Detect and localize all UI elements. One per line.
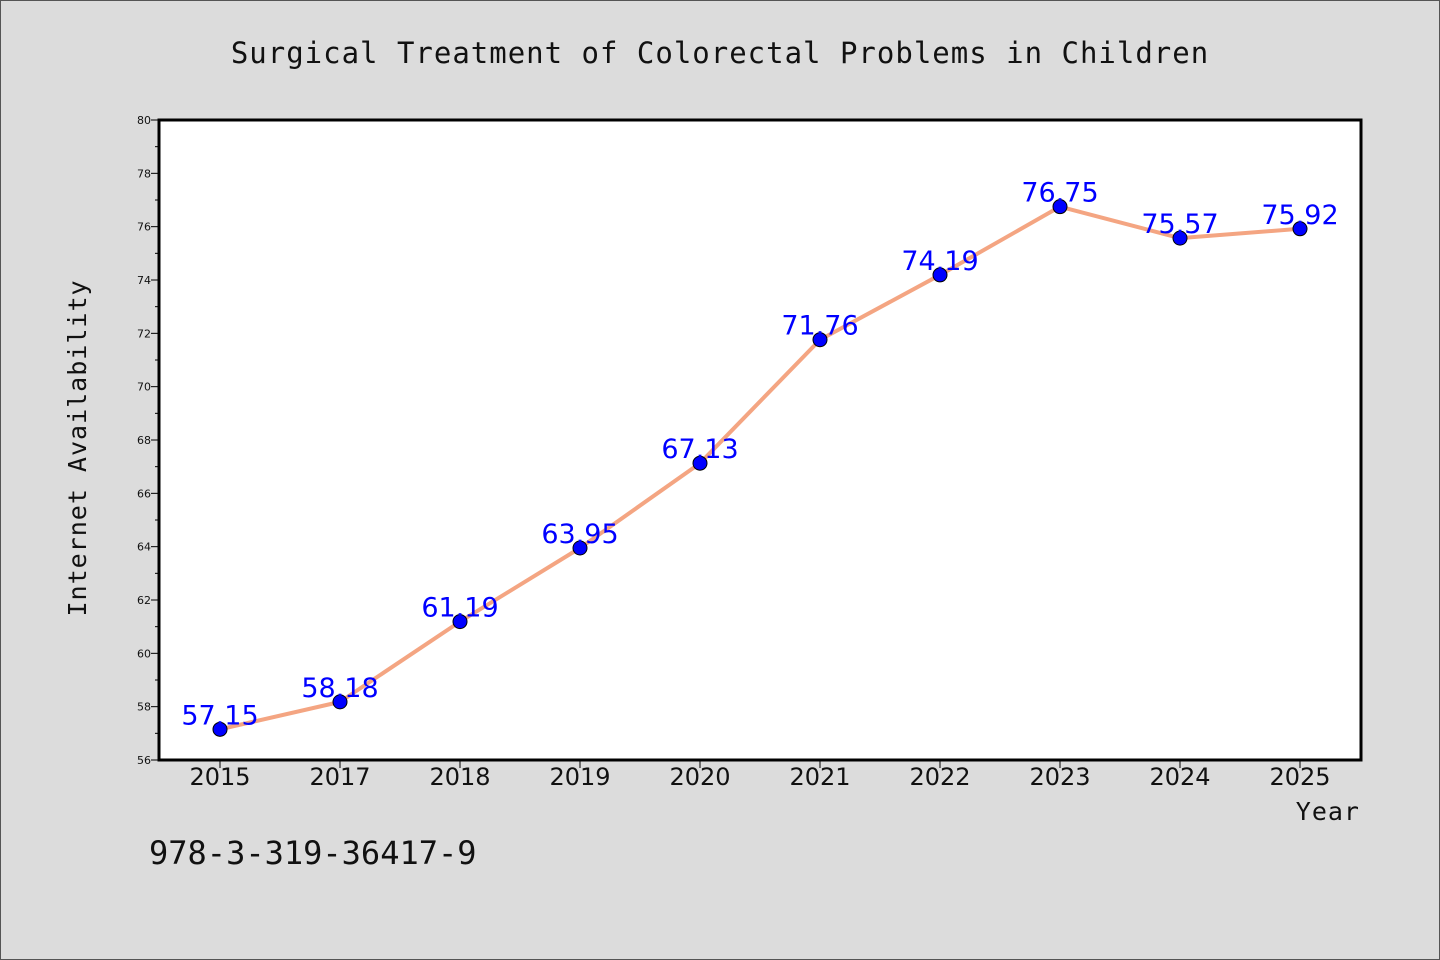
data-labels-layer: 57.15 58.18 61.19 63.95 67.13 71.76 74.19 76.75…	[181, 178, 1338, 732]
data-point-marker	[332, 694, 348, 710]
y-tick-label: 64	[137, 541, 151, 554]
x-tick-label: 2019	[549, 763, 610, 791]
data-label: 63.95	[541, 519, 618, 550]
y-tick-label: 72	[137, 327, 151, 340]
y-tick-label: 74	[137, 274, 151, 287]
data-label: 58.18	[301, 673, 378, 704]
axis-ticks: 56 58 60 62 64 66 68 70 72 74 76 78 80 2015 2017 2018 20…	[137, 114, 1331, 791]
data-point-marker	[1172, 230, 1188, 246]
y-tick-label: 70	[137, 381, 151, 394]
y-tick-label: 78	[137, 167, 151, 180]
data-point-marker	[572, 540, 588, 556]
y-tick-label: 80	[137, 114, 151, 127]
y-tick-label: 56	[137, 754, 151, 767]
data-point-marker	[692, 455, 708, 471]
y-tick-label: 68	[137, 434, 151, 447]
x-tick-label: 2018	[429, 763, 490, 791]
x-tick-label: 2022	[909, 763, 970, 791]
plot-area	[159, 120, 1361, 760]
data-label: 57.15	[181, 700, 258, 731]
data-point-marker	[212, 721, 228, 737]
chart-title: Surgical Treatment of Colorectal Problem…	[231, 36, 1209, 70]
x-tick-label: 2024	[1149, 763, 1210, 791]
x-tick-label: 2017	[309, 763, 370, 791]
x-axis-label: Year	[1296, 797, 1360, 826]
y-tick-label: 60	[137, 647, 151, 660]
y-tick-label: 58	[137, 701, 151, 714]
x-tick-label: 2025	[1269, 763, 1330, 791]
data-point-marker	[812, 332, 828, 348]
data-label: 75.92	[1261, 200, 1338, 231]
isbn-text: 978-3-319-36417-9	[149, 834, 477, 872]
x-tick-label: 2023	[1029, 763, 1090, 791]
x-tick-label: 2021	[789, 763, 850, 791]
y-axis-label: Internet Availability	[63, 279, 92, 616]
markers-layer	[212, 199, 1308, 737]
x-tick-label: 2015	[189, 763, 250, 791]
y-tick-label: 62	[137, 594, 151, 607]
data-point-marker	[932, 267, 948, 283]
data-point-marker	[1052, 199, 1068, 215]
series-line	[219, 204, 1301, 732]
x-tick-label: 2020	[669, 763, 730, 791]
data-point-marker	[1292, 221, 1308, 237]
data-label: 61.19	[421, 593, 498, 624]
series-line-layer	[219, 204, 1301, 732]
plot-frame	[157, 118, 1363, 762]
data-label: 76.75	[1021, 178, 1098, 209]
y-tick-label: 66	[137, 487, 151, 500]
data-point-marker	[452, 614, 468, 630]
data-label: 75.57	[1141, 209, 1218, 240]
data-label: 74.19	[901, 246, 978, 277]
data-label: 67.13	[661, 434, 738, 465]
data-label: 71.76	[781, 311, 858, 342]
y-tick-label: 76	[137, 221, 151, 234]
